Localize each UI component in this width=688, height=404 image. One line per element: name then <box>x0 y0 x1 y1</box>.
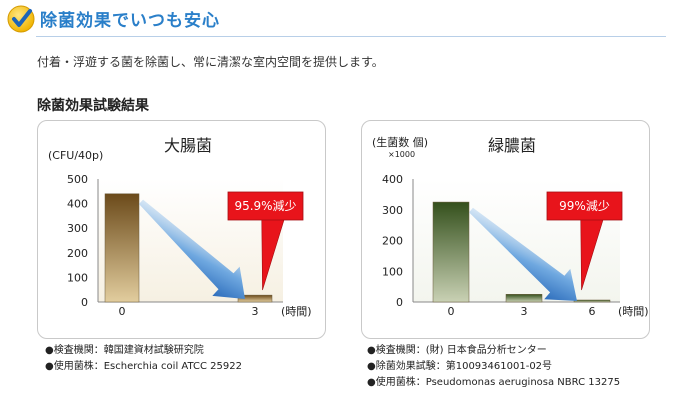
y-tick-label: 400 <box>382 173 403 186</box>
x-axis-unit: (時間) <box>281 305 312 318</box>
x-tick-label: 0 <box>448 305 455 318</box>
section-header: 除菌効果でいつも安心 <box>0 0 688 38</box>
callout-box <box>546 191 623 221</box>
note-line: ●除菌効果試験：第10093461001-02号 <box>367 361 553 372</box>
x-tick-label: 3 <box>521 305 528 318</box>
y-tick-label: 0 <box>81 296 88 309</box>
decrease-arrow-shape <box>469 207 577 301</box>
bar <box>432 201 470 303</box>
note-line: ●使用菌株：Escherchia coil ATCC 25922 <box>45 361 242 372</box>
x-tick-label: 3 <box>252 305 259 318</box>
decrease-arrow <box>469 207 577 301</box>
notes-right: ●検査機関：(財) 日本食品分析センター ●除菌効果試験：第1009346100… <box>367 343 620 391</box>
check-circle-icon <box>7 5 35 33</box>
note-line: ●検査機関：韓国建資材試験研究院 <box>45 345 204 356</box>
notes-left: ●検査機関：韓国建資材試験研究院 ●使用菌株：Escherchia coil A… <box>45 343 242 375</box>
chart-panel-pseudomonas: 緑膿菌 (生菌数 個) ×1000 0 100 200 300 400 0 3 6 (時間) 99%減少 <box>361 120 650 339</box>
page-title: 除菌効果でいつも安心 <box>40 11 220 31</box>
chart-title: 大腸菌 <box>164 136 212 155</box>
y-tick-label: 300 <box>67 222 88 235</box>
note-line: ●使用菌株：Pseudomonas aeruginosa NBRC 13275 <box>367 377 621 388</box>
bar <box>505 294 543 303</box>
bar <box>237 294 273 303</box>
lead-text: 付着・浮遊する菌を除菌し、常に清潔な室内空間を提供します。 <box>37 55 384 69</box>
chart-ecoli: 大腸菌 (CFU/40p) 0 100 200 300 400 500 0 3 (時間) 95.9%減… <box>48 136 312 318</box>
y-tick-label: 500 <box>67 173 88 186</box>
decrease-arrow-shape <box>138 199 246 300</box>
bar <box>573 299 611 303</box>
chart-pseudomonas: 緑膿菌 (生菌数 個)×1000 0 100 200 300 400 0 3 6 (時間) 99%減少 <box>372 135 649 318</box>
section-title: 除菌効果試験結果 <box>37 98 149 114</box>
chart-panel-ecoli: 大腸菌 (CFU/40p) 0 100 200 300 400 500 0 3 (時間) 95.9%減… <box>37 120 326 339</box>
chart-title: 緑膿菌 <box>488 136 536 155</box>
y-tick-label: 100 <box>382 265 403 278</box>
callout-box <box>227 191 304 221</box>
bar <box>104 193 140 303</box>
y-tick-label: 200 <box>67 247 88 260</box>
y-tick-label: 0 <box>396 296 403 309</box>
callout-label: 99%減少 <box>559 198 610 213</box>
x-tick-label: 6 <box>589 305 596 318</box>
note-line: ●検査機関：(財) 日本食品分析センター <box>367 345 547 356</box>
header-divider <box>36 36 666 37</box>
y-tick-label: 100 <box>67 271 88 284</box>
x-axis-unit: (時間) <box>618 305 649 318</box>
y-axis-label: (生菌数 個) <box>372 135 428 149</box>
y-tick-label: 300 <box>382 204 403 217</box>
x-tick-label: 0 <box>119 305 126 318</box>
y-axis-label: (CFU/40p) <box>48 149 103 162</box>
decrease-arrow <box>138 199 246 300</box>
y-axis-label-sub: ×1000 <box>388 150 415 159</box>
y-tick-label: 400 <box>67 198 88 211</box>
callout-label: 95.9%減少 <box>234 198 296 213</box>
y-tick-label: 200 <box>382 235 403 248</box>
